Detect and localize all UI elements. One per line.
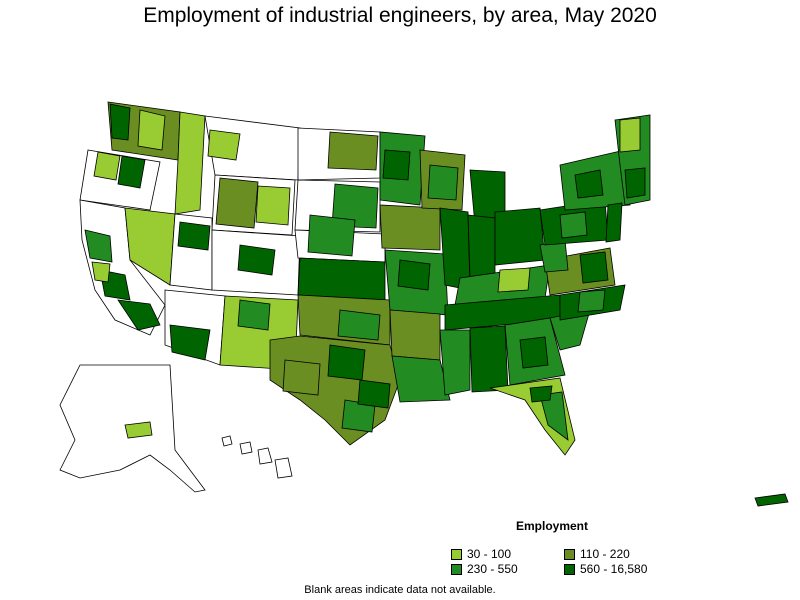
puerto-rico: [754, 493, 789, 507]
legend-item-1: 30 - 100: [451, 547, 511, 561]
legend-item-3: 230 - 550: [451, 562, 518, 576]
region-west-virginia: [539, 239, 569, 273]
region-kansas: [297, 257, 386, 301]
region-idaho: [174, 111, 206, 215]
legend-swatch-4: [564, 563, 575, 575]
legend-label-3: 230 - 550: [467, 562, 518, 576]
map-title: Employment of industrial engineers, by a…: [143, 4, 657, 27]
region-ohio: [494, 207, 546, 266]
region-alabama: [469, 325, 509, 393]
legend-item-4: 560 - 16,580: [564, 562, 647, 576]
legend-swatch-2: [564, 548, 575, 560]
legend-swatch-1: [451, 548, 462, 560]
legend-label-2: 110 - 220: [580, 547, 630, 561]
region-louisiana: [391, 355, 451, 403]
hawaii: [221, 435, 293, 479]
legend-label-4: 560 - 16,580: [580, 562, 648, 576]
contiguous-us: [79, 101, 651, 456]
region-mississippi: [439, 329, 471, 396]
legend-label-1: 30 - 100: [467, 547, 512, 561]
region-arkansas: [389, 309, 441, 361]
legend-item-2: 110 - 220: [564, 547, 630, 561]
legend-swatch-3: [451, 563, 462, 575]
region-new-jersey: [605, 202, 623, 243]
region-iowa: [379, 204, 441, 251]
legend-title: Employment: [516, 519, 589, 533]
map-footnote: Blank areas indicate data not available.: [304, 584, 496, 596]
alaska: [59, 364, 206, 493]
region-indiana: [467, 214, 496, 279]
